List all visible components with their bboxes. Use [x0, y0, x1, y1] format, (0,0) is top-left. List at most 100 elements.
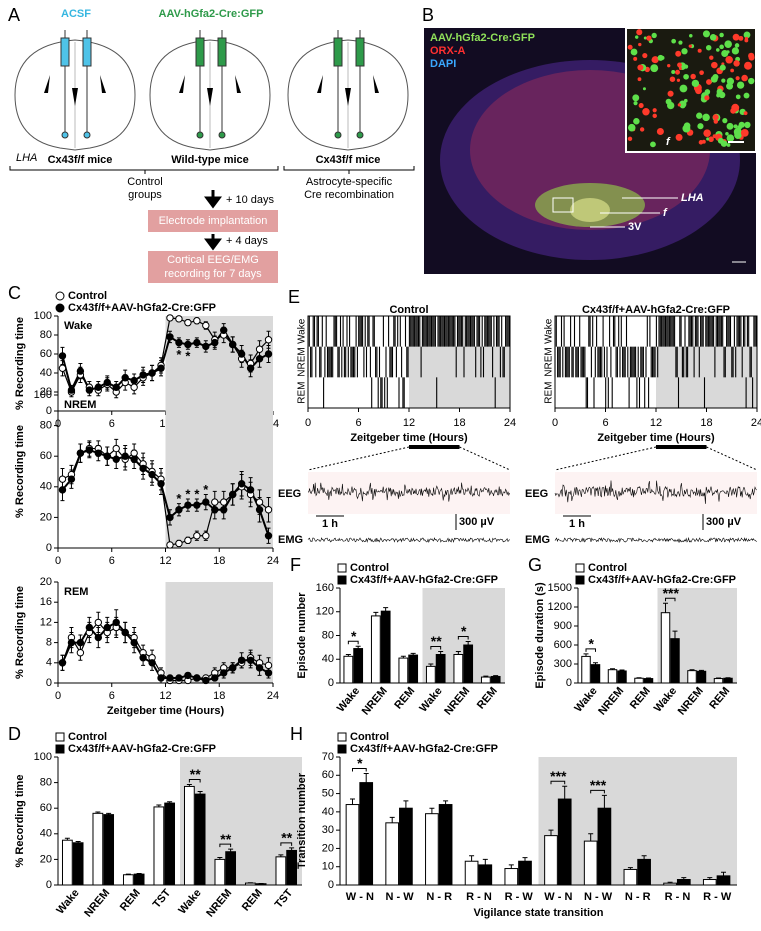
- state-label: REM: [544, 382, 555, 404]
- x-tick-label: 18: [453, 417, 465, 429]
- bar: [425, 665, 436, 684]
- cell: [675, 50, 682, 57]
- cell: [712, 114, 719, 121]
- x-tick-label: 24: [267, 555, 279, 567]
- legend-swatch: [55, 744, 65, 754]
- y-axis-label: Episode duration (s): [534, 582, 546, 689]
- cell: [632, 94, 640, 102]
- bar: [122, 874, 134, 886]
- series-marker: [121, 628, 129, 637]
- cell: [744, 121, 751, 129]
- cell: [712, 73, 719, 81]
- bar: [723, 677, 733, 684]
- x-tick-label: REM: [118, 887, 143, 913]
- y-tick-label: 20: [40, 511, 52, 523]
- cell: [725, 56, 733, 64]
- cell: [679, 84, 688, 93]
- cell: [719, 44, 724, 50]
- series-marker: [264, 336, 273, 344]
- cell: [702, 30, 710, 38]
- x-tick-label: 18: [213, 555, 225, 567]
- x-tick-label: 12: [159, 690, 171, 702]
- x-tick-label: TST: [151, 887, 174, 911]
- cell: [642, 52, 648, 59]
- significance-bracket: [665, 597, 676, 602]
- bar: [687, 670, 697, 684]
- region-label: f: [663, 207, 668, 219]
- y-tick-label: 40: [40, 367, 52, 379]
- cell: [656, 127, 664, 136]
- series-marker: [130, 383, 138, 391]
- series-marker: [202, 342, 210, 351]
- cell: [735, 94, 741, 100]
- axes: [339, 588, 505, 684]
- cell: [726, 134, 735, 142]
- y-tick-label: 100: [34, 751, 52, 763]
- legend-swatch: [337, 744, 347, 754]
- dark-phase: [409, 346, 510, 408]
- error-bar: [663, 602, 669, 613]
- series-marker: [228, 664, 237, 672]
- state-label: REM: [64, 586, 88, 598]
- state-label: NREM: [297, 347, 308, 376]
- legend-label: Cx43f/f+AAV-hGfa2-Cre:GFP: [350, 743, 498, 755]
- cell: [737, 125, 743, 130]
- series-marker: [139, 464, 147, 473]
- cell: [748, 77, 755, 85]
- cell: [738, 35, 744, 41]
- y-tick-label: 50: [322, 787, 334, 799]
- significance: ***: [590, 777, 607, 793]
- bar: [435, 654, 446, 684]
- y-tick-label: 40: [322, 806, 334, 818]
- cell: [678, 40, 683, 45]
- x-tick-label: W - N: [544, 891, 572, 903]
- series-marker: [85, 386, 94, 394]
- legend-label: Cx43f/f+AAV-hGfa2-Cre:GFP: [588, 574, 736, 586]
- y-tick-label: 16: [40, 596, 52, 608]
- cell: [705, 44, 712, 51]
- y-tick-label: 120: [316, 606, 334, 618]
- y-tick-label: 100: [34, 389, 52, 401]
- x-tick-label: NREM: [442, 685, 472, 718]
- y-tick-label: 30: [322, 824, 334, 836]
- bar: [244, 882, 256, 886]
- significance: *: [176, 491, 182, 506]
- state-label: NREM: [544, 347, 555, 376]
- series-marker: [175, 539, 183, 548]
- bar: [385, 822, 400, 886]
- cell: [736, 81, 745, 89]
- bar: [583, 840, 598, 886]
- y-tick-label: 900: [554, 620, 572, 632]
- x-tick-label: 6: [109, 690, 115, 702]
- x-axis-label: Zeitgeber time (Hours): [597, 432, 715, 444]
- significance-bracket: [351, 767, 367, 772]
- significance-bracket: [219, 843, 232, 848]
- bar: [518, 860, 532, 886]
- legend-label: Control: [350, 562, 389, 574]
- mouse-label: Cx43f/f mice: [316, 154, 381, 166]
- bar: [713, 678, 724, 684]
- region-label: LHA: [681, 192, 704, 204]
- significance: *: [194, 486, 200, 501]
- cell: [721, 49, 729, 58]
- x-tick-label: TST: [273, 887, 296, 911]
- series-marker: [130, 455, 138, 463]
- series-marker: [157, 674, 165, 682]
- cell: [646, 35, 652, 41]
- hypnograms: Wake NREM REM 0 6 12 18 24 Zeitgeber time (Hours…: [278, 315, 761, 546]
- x-tick-label: 0: [55, 690, 61, 702]
- series-marker: [67, 638, 76, 647]
- x-tick-label: NREM: [204, 887, 234, 920]
- significance-bracket: [590, 789, 605, 794]
- cell: [657, 54, 664, 61]
- significance-bracket: [188, 779, 201, 783]
- y-tick-label: 12: [40, 616, 52, 628]
- cell: [698, 140, 704, 145]
- series-marker: [202, 321, 210, 330]
- cell: [732, 33, 740, 41]
- x-axis-label: Zeitgeber time (Hours): [350, 432, 468, 444]
- cell: [634, 35, 639, 39]
- cell: [721, 78, 726, 83]
- injection-label: ACSF: [61, 8, 91, 20]
- bar: [438, 804, 453, 886]
